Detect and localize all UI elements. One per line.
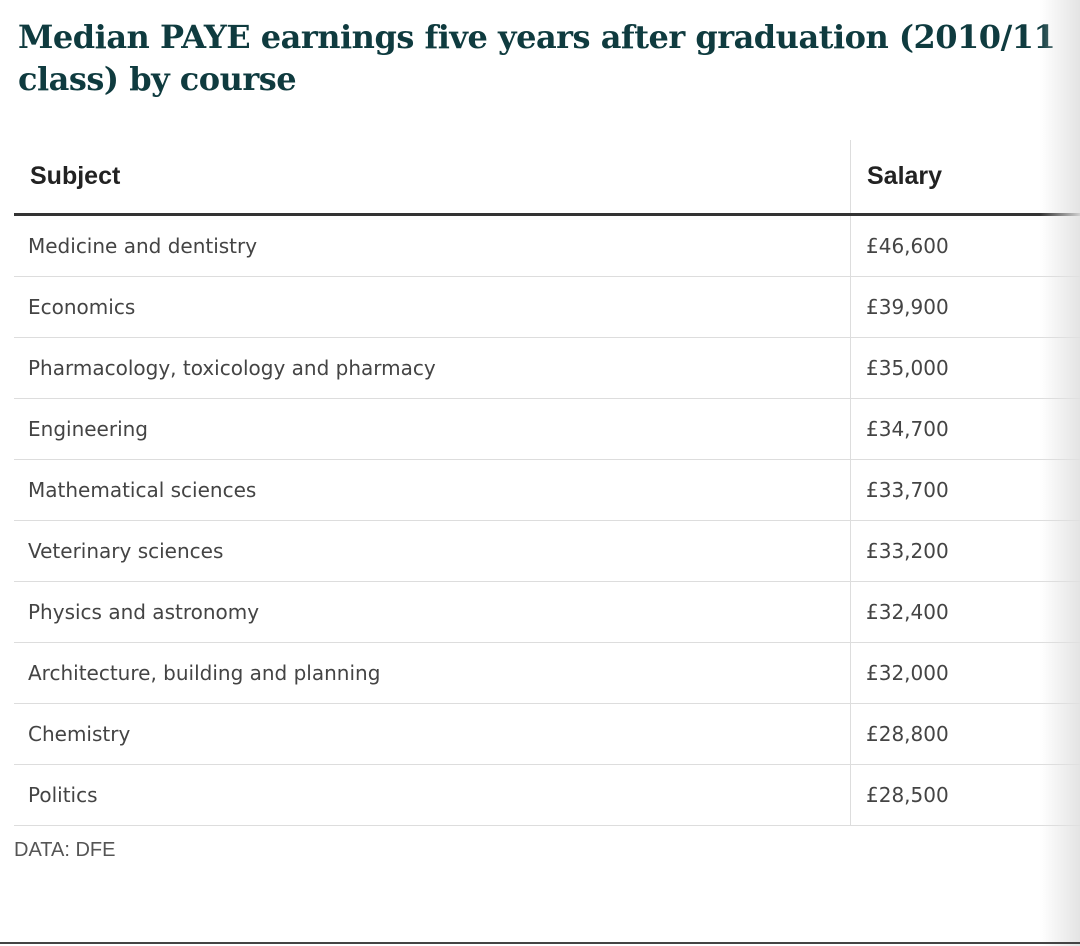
subject-cell: Economics xyxy=(14,276,851,338)
table-row: Engineering £34,700 xyxy=(14,398,1080,460)
table-row: Physics and astronomy £32,400 xyxy=(14,581,1080,643)
table-row: Architecture, building and planning £32,0… xyxy=(14,642,1080,704)
subject-cell: Physics and astronomy xyxy=(14,581,851,643)
salary-cell: £32,000 xyxy=(850,642,1080,704)
table-body: Medicine and dentistry £46,600 Economics £3… xyxy=(14,214,1080,826)
salary-cell: £32,400 xyxy=(850,581,1080,643)
salary-cell: £35,000 xyxy=(850,337,1080,399)
subject-cell: Chemistry xyxy=(14,703,851,765)
table-row: Mathematical sciences £33,700 xyxy=(14,459,1080,521)
header-row: Subject Salary xyxy=(14,140,1080,216)
salary-cell: £33,700 xyxy=(850,459,1080,521)
salary-cell: £28,500 xyxy=(850,764,1080,826)
table-row: Veterinary sciences £33,200 xyxy=(14,520,1080,582)
column-header-salary: Salary xyxy=(850,140,1080,216)
subject-cell: Engineering xyxy=(14,398,851,460)
salary-cell: £33,200 xyxy=(850,520,1080,582)
bottom-divider xyxy=(0,942,1080,944)
table-row: Politics £28,500 xyxy=(14,764,1080,826)
source-note: DATA: DFE xyxy=(14,839,116,861)
column-header-subject: Subject xyxy=(14,140,851,216)
chart-title: Median PAYE earnings five years after gr… xyxy=(18,18,1056,98)
salary-cell: £34,700 xyxy=(850,398,1080,460)
salary-cell: £46,600 xyxy=(850,214,1080,277)
table-row: Medicine and dentistry £46,600 xyxy=(14,214,1080,277)
table-row: Chemistry £28,800 xyxy=(14,703,1080,765)
subject-cell: Pharmacology, toxicology and pharmacy xyxy=(14,337,851,399)
subject-cell: Architecture, building and planning xyxy=(14,642,851,704)
subject-cell: Mathematical sciences xyxy=(14,459,851,521)
subject-cell: Politics xyxy=(14,764,851,826)
subject-cell: Medicine and dentistry xyxy=(14,214,851,277)
table-header: Subject Salary xyxy=(14,140,1080,216)
subject-cell: Veterinary sciences xyxy=(14,520,851,582)
table-row: Pharmacology, toxicology and pharmacy £35… xyxy=(14,337,1080,399)
earnings-table: Subject Salary Medicine and dentistry £46… xyxy=(14,140,1080,826)
salary-cell: £28,800 xyxy=(850,703,1080,765)
salary-cell: £39,900 xyxy=(850,276,1080,338)
table-row: Economics £39,900 xyxy=(14,276,1080,338)
